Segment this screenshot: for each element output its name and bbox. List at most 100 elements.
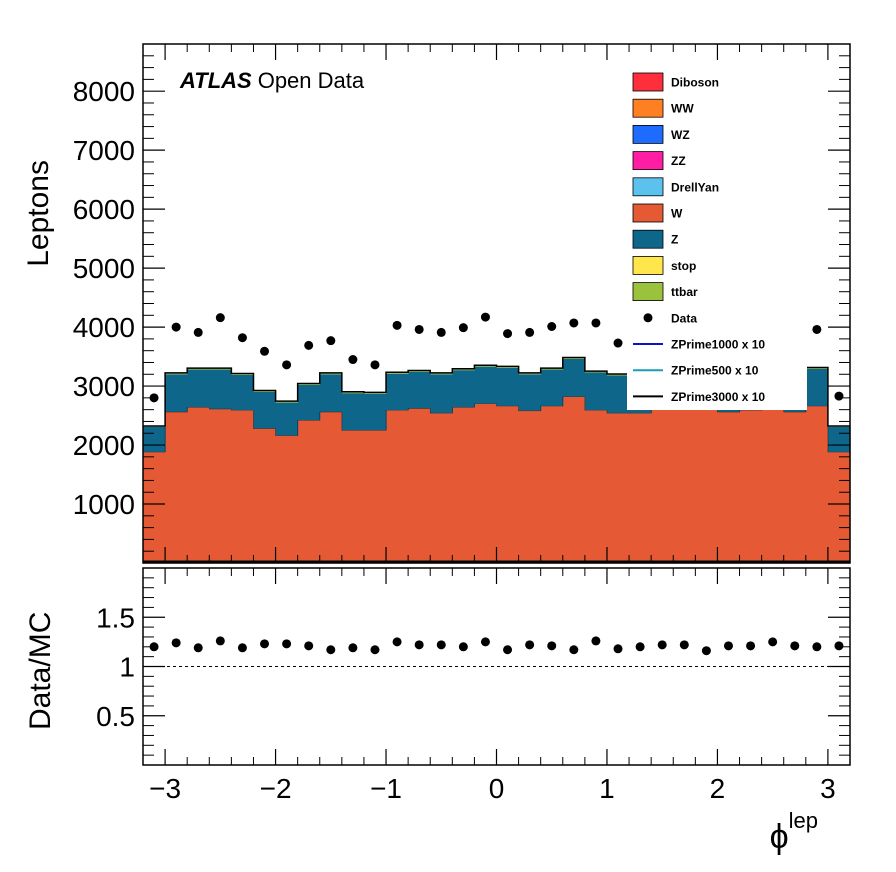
ratio-panel: 0.5 1 1.5 −3 −2 −1 0 1 2 3 Data/MC ϕlep [24, 567, 851, 856]
bar-z [562, 358, 586, 397]
ratio-y-tick-label: 0.5 [96, 701, 135, 732]
ratio-point [525, 640, 535, 650]
bar-w [165, 412, 188, 563]
bar-z [209, 369, 232, 410]
legend-entry: stop [632, 255, 696, 275]
legend-entry: ZZ [632, 151, 686, 171]
legend-label: WW [671, 102, 694, 116]
data-point [613, 338, 623, 348]
data-point [591, 318, 601, 328]
legend-entry: Diboson [632, 72, 719, 92]
ratio-point [237, 643, 247, 653]
legend-entry: ttbar [632, 282, 698, 302]
data-point [215, 313, 225, 323]
x-tick-label: 1 [599, 773, 615, 804]
data-point [304, 340, 314, 350]
bar-ttbar [165, 373, 188, 375]
ratio-point [591, 636, 601, 646]
data-point [812, 324, 822, 334]
ratio-point [613, 644, 623, 654]
bar-z [297, 384, 321, 421]
bar-w [651, 407, 674, 563]
ratio-y-tick-label: 1 [119, 652, 135, 683]
atlas-label: ATLAS [179, 68, 252, 93]
legend-swatch [632, 125, 664, 144]
ratio-point [480, 637, 490, 647]
bar-w [739, 410, 763, 563]
ratio-point [790, 641, 800, 651]
ratio-point [635, 642, 645, 652]
ratio-point [547, 641, 557, 651]
legend-swatch [632, 203, 664, 223]
legend-swatch [632, 255, 664, 275]
data-point [480, 312, 490, 322]
ratio-point [679, 640, 689, 650]
x-tick-label: −3 [149, 773, 181, 804]
data-point [436, 327, 446, 337]
legend-label: ttbar [671, 285, 698, 299]
bar-z [496, 367, 520, 407]
ratio-point [260, 639, 270, 649]
legend-swatch [632, 151, 664, 171]
bar-z [275, 402, 299, 436]
bar-w [341, 430, 365, 563]
legend-label: WZ [671, 128, 690, 142]
data-point [193, 327, 203, 337]
y-tick-label: 2000 [73, 430, 135, 461]
data-point [326, 336, 336, 346]
ratio-axis-ticks: 0.5 1 1.5 −3 −2 −1 0 1 2 3 [96, 568, 851, 804]
ratio-point [193, 643, 203, 653]
bar-ttbar [319, 373, 343, 375]
bar-w [562, 396, 586, 563]
x-tick-label: 2 [710, 773, 726, 804]
bar-w [827, 452, 851, 563]
x-axis-title: ϕlep [770, 808, 818, 856]
bar-z [452, 370, 476, 408]
bar-w [430, 413, 453, 563]
data-point [260, 346, 270, 356]
bar-ttbar [496, 366, 520, 368]
atlas-annotation: ATLAS Open Data [179, 68, 365, 93]
bar-ttbar [518, 373, 542, 375]
legend-entry: WW [632, 98, 694, 118]
ratio-point [723, 641, 733, 651]
data-point [503, 329, 513, 339]
bar-ttbar [297, 383, 321, 385]
bar-ttbar [209, 368, 232, 370]
ratio-point [370, 645, 380, 655]
bar-w [143, 452, 166, 563]
x-axis-superscript: lep [789, 808, 818, 833]
legend-label: ZZ [671, 154, 686, 168]
y-tick-label: 7000 [73, 135, 135, 166]
ratio-y-tick-label: 1.5 [96, 602, 135, 633]
legend-entry: Z [632, 229, 678, 249]
legend: DibosonWWWZZZDrellYanWZstopttbarDataZPri… [627, 68, 807, 410]
x-tick-label: −2 [260, 773, 292, 804]
bar-z [584, 372, 608, 411]
ratio-point [171, 638, 181, 648]
y-tick-label: 5000 [73, 253, 135, 284]
bar-ttbar [452, 368, 476, 371]
legend-swatch [632, 229, 664, 249]
bar-z [474, 366, 498, 404]
ratio-point [326, 645, 336, 655]
bar-w [297, 420, 321, 563]
bar-w [584, 410, 608, 563]
open-data-label: Open Data [258, 68, 365, 93]
legend-label: Z [671, 233, 678, 247]
bar-w [386, 410, 409, 563]
ratio-points [149, 636, 844, 656]
ratio-point [569, 645, 579, 655]
bar-w [629, 413, 652, 563]
bar-w [783, 412, 807, 563]
ratio-frame [142, 567, 851, 766]
data-point [834, 391, 844, 401]
bar-z [518, 374, 542, 411]
bar-z [430, 374, 453, 414]
data-point [414, 324, 424, 334]
bar-w [717, 412, 741, 563]
bar-z [408, 371, 431, 409]
bar-z [187, 369, 210, 408]
legend-swatch [632, 98, 664, 118]
ratio-point [812, 642, 822, 652]
